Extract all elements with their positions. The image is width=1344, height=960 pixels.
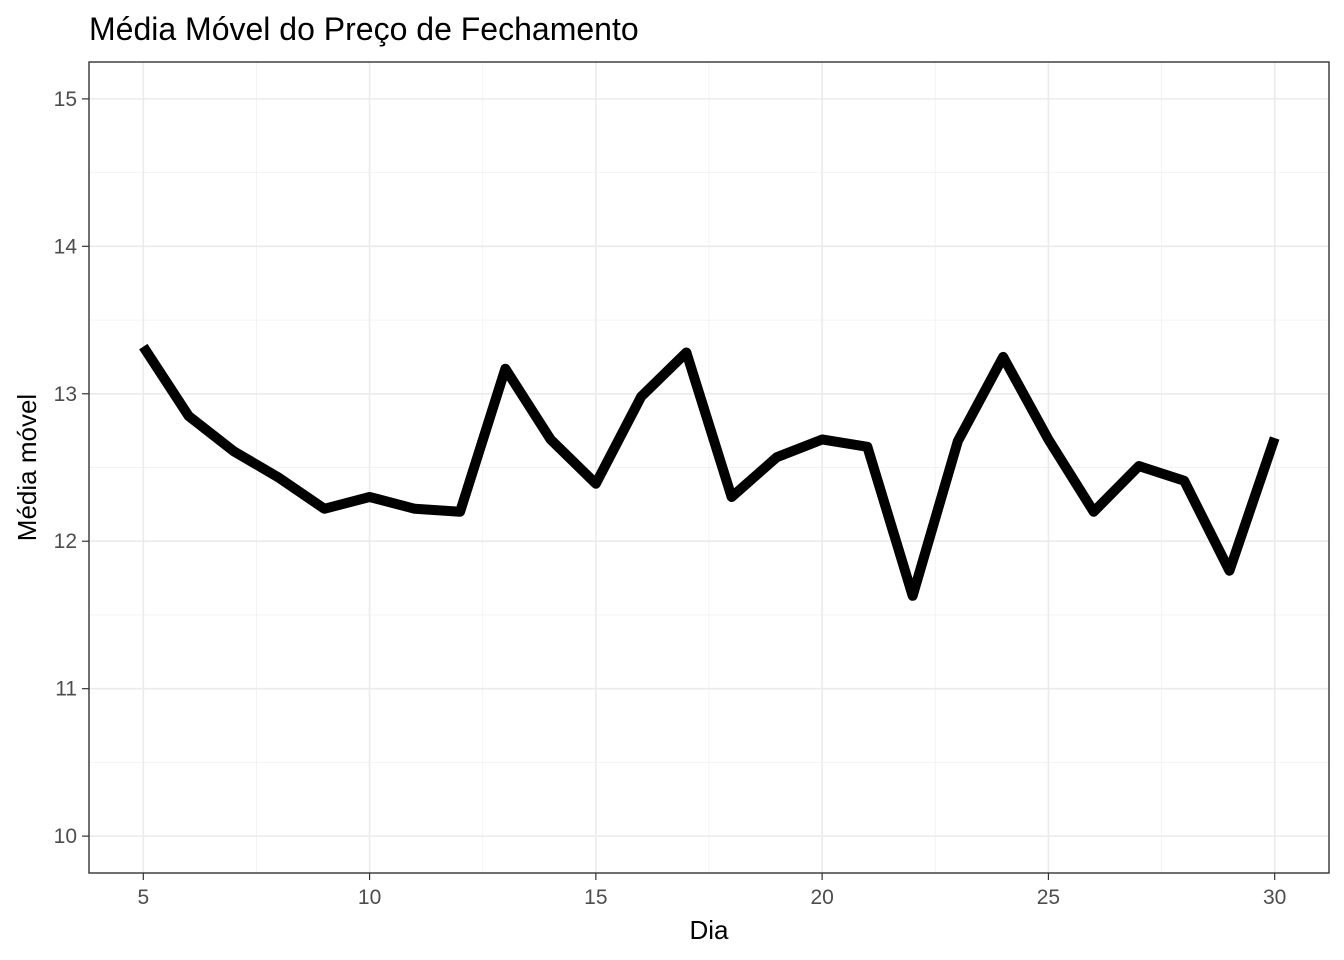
y-tick-label: 14 (54, 235, 78, 258)
x-tick-label: 20 (810, 886, 833, 909)
x-tick-label: 30 (1263, 886, 1286, 909)
series-line (139, 343, 1280, 601)
y-tick-label: 15 (54, 88, 77, 111)
y-tick-label: 11 (55, 678, 77, 701)
series-layer (139, 343, 1280, 601)
y-tick-label: 10 (54, 825, 77, 848)
x-tick-label: 25 (1037, 886, 1060, 909)
grid-lines (89, 62, 1329, 873)
plot-panel (88, 61, 1330, 874)
x-tick-label: 15 (584, 886, 607, 909)
y-tick-label: 13 (54, 383, 77, 406)
y-tick-label: 12 (54, 530, 77, 553)
panel-border (88, 61, 1330, 874)
y-axis: 10 11 12 13 14 15 (54, 88, 89, 848)
x-tick-label: 10 (358, 886, 381, 909)
y-axis-title: Média móvel (12, 394, 42, 541)
x-axis-title: Dia (689, 915, 729, 945)
x-tick-label: 5 (137, 886, 149, 909)
x-axis: 5 10 15 20 25 30 (137, 873, 1286, 909)
chart-title: Média Móvel do Preço de Fechamento (89, 11, 639, 47)
